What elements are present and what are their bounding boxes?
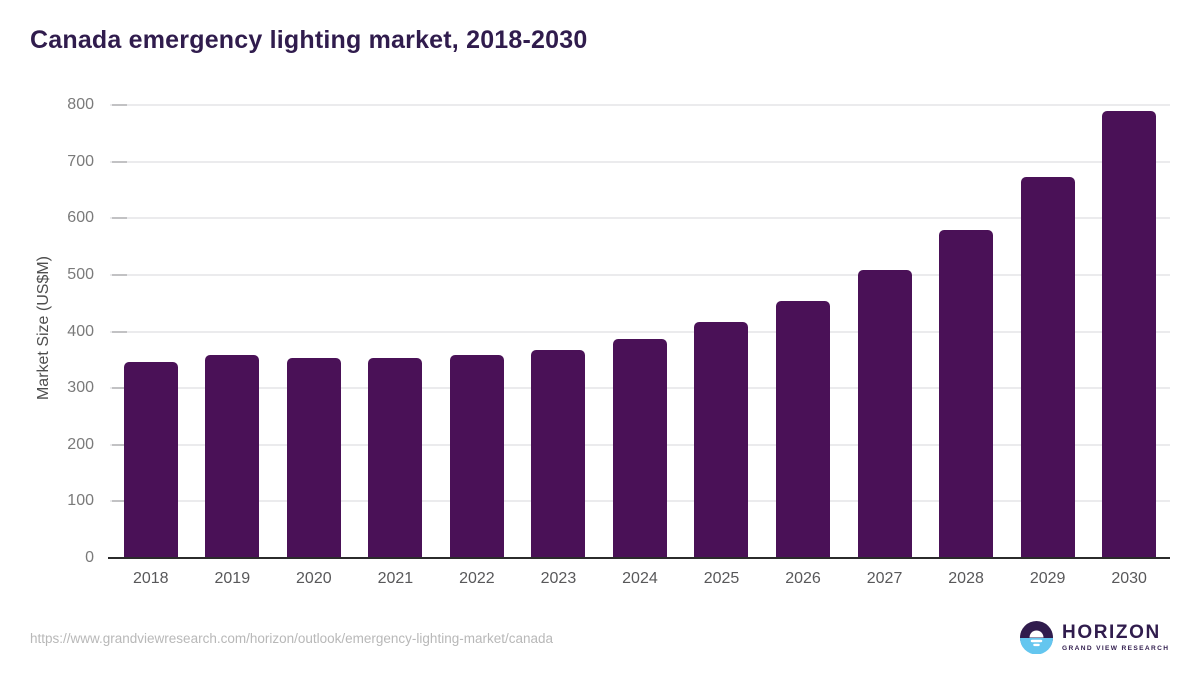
y-tick-mark-300 <box>112 387 127 390</box>
bar-2022 <box>449 355 504 558</box>
source-url: https://www.grandviewresearch.com/horizo… <box>30 631 553 646</box>
x-tick-label-2028: 2028 <box>948 570 984 587</box>
x-tick-label-2029: 2029 <box>1029 570 1066 587</box>
bar-slot-2022 <box>436 105 518 558</box>
y-tick-label-800: 800 <box>67 96 94 113</box>
x-tick-label-2027: 2027 <box>866 570 903 587</box>
bar-2028 <box>939 230 994 558</box>
bar-2020 <box>286 358 341 558</box>
bar-2024 <box>612 339 667 558</box>
bar-slot-2024 <box>599 105 681 558</box>
bar-2025 <box>694 322 749 558</box>
bar-slot-2025 <box>681 105 763 558</box>
gridline-700 <box>110 160 1170 163</box>
x-tick-label-2019: 2019 <box>214 570 251 587</box>
horizon-logo-icon <box>1020 621 1053 654</box>
x-tick-label-2023: 2023 <box>540 570 577 587</box>
logo-subtitle: GRAND VIEW RESEARCH <box>1062 645 1170 652</box>
y-tick-mark-500 <box>112 273 127 276</box>
bar-2023 <box>531 350 586 558</box>
bar-2030 <box>1102 111 1157 558</box>
bar-slot-2029 <box>1007 105 1089 558</box>
x-tick-label-2018: 2018 <box>132 570 169 587</box>
bar-slot-2027 <box>844 105 926 558</box>
bar-2027 <box>857 270 912 558</box>
bar-slot-2021 <box>355 105 437 558</box>
bar-slot-2020 <box>273 105 355 558</box>
bar-slot-2026 <box>762 105 844 558</box>
y-tick-label-700: 700 <box>67 152 94 170</box>
x-tick-label-2020: 2020 <box>296 570 332 587</box>
x-tick-label-2021: 2021 <box>377 570 414 587</box>
gridline-400 <box>110 330 1170 333</box>
bar-slot-2023 <box>518 105 600 558</box>
chart-title: Canada emergency lighting market, 2018-2… <box>30 26 588 54</box>
y-tick-mark-200 <box>112 443 127 446</box>
y-tick-label-600: 600 <box>67 209 94 227</box>
bar-slot-2030 <box>1088 105 1170 558</box>
gridline-800 <box>110 104 1170 106</box>
plot-area: 0 100 200 300 400 500 600 700 800 2018 2019 2020 20… <box>67 96 1170 587</box>
bar-2019 <box>205 355 260 558</box>
bar-2021 <box>368 358 423 558</box>
y-tick-mark-100 <box>112 500 127 503</box>
horizon-logo-text: HORIZON GRAND VIEW RESEARCH <box>1062 623 1169 652</box>
y-tick-label-100: 100 <box>67 492 94 510</box>
bar-2018 <box>123 362 178 558</box>
x-tick-label-2030: 2030 <box>1111 570 1147 587</box>
y-tick-label-0: 0 <box>85 549 94 566</box>
x-tick-label-2024: 2024 <box>622 570 658 587</box>
bar-2026 <box>776 301 831 558</box>
y-tick-label-300: 300 <box>67 379 94 397</box>
y-tick-mark-400 <box>112 330 127 333</box>
horizon-logo: HORIZON GRAND VIEW RESEARCH <box>1020 621 1169 654</box>
x-axis-line <box>108 557 1170 559</box>
bar-slot-2028 <box>925 105 1007 558</box>
y-tick-mark-800 <box>112 104 127 106</box>
y-tick-mark-600 <box>112 217 127 220</box>
logo-wordmark: HORIZON <box>1062 622 1161 643</box>
x-tick-labels: 2018 2019 2020 2021 2022 2023 2024 2025 2026 2027… <box>110 570 1170 588</box>
bar-2029 <box>1020 177 1075 558</box>
y-tick-label-500: 500 <box>67 265 94 283</box>
y-tick-mark-700 <box>112 160 127 163</box>
x-tick-label-2026: 2026 <box>785 570 821 587</box>
bar-slot-2018 <box>110 105 192 558</box>
x-tick-label-2022: 2022 <box>459 570 495 587</box>
y-tick-label-200: 200 <box>67 435 94 453</box>
gridline-500 <box>110 273 1170 276</box>
gridline-600 <box>110 217 1170 220</box>
bars <box>110 105 1170 558</box>
y-tick-label-400: 400 <box>67 322 94 340</box>
x-tick-label-2025: 2025 <box>703 570 740 587</box>
bar-slot-2019 <box>192 105 274 558</box>
